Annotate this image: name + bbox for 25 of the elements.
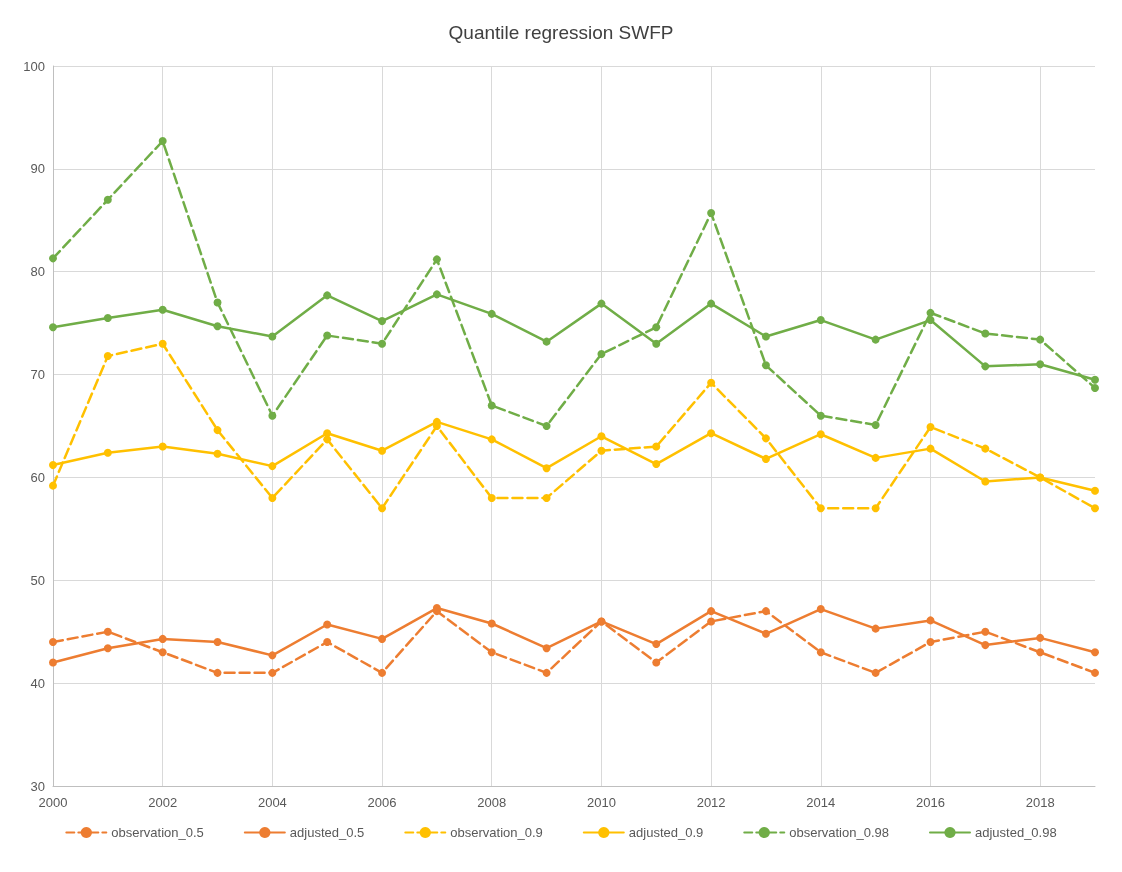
y-tick-label: 30 xyxy=(30,778,45,794)
legend-label: observation_0.5 xyxy=(111,825,204,840)
x-tick-label: 2010 xyxy=(586,795,616,810)
x-tick-label: 2018 xyxy=(1025,795,1055,810)
x-tick-label: 2002 xyxy=(148,795,178,810)
x-tick-label: 2012 xyxy=(696,795,726,810)
legend-label: adjusted_0.9 xyxy=(628,825,704,840)
x-tick-label: 2004 xyxy=(257,795,287,810)
legend-label: observation_0.98 xyxy=(789,825,889,840)
x-tick-label: 2008 xyxy=(477,795,507,810)
y-tick-label: 50 xyxy=(30,572,45,588)
y-tick-label: 100 xyxy=(23,58,45,74)
y-tick-label: 90 xyxy=(30,161,45,177)
legend-label: observation_0.9 xyxy=(450,825,543,840)
chart-title: Quantile regression SWFP xyxy=(448,22,674,43)
legend-label: adjusted_0.98 xyxy=(974,825,1057,840)
y-tick-label: 80 xyxy=(30,264,45,280)
y-tick-label: 60 xyxy=(30,469,45,485)
y-tick-label: 40 xyxy=(30,675,45,691)
x-tick-label: 2006 xyxy=(367,795,397,810)
x-tick-label: 2000 xyxy=(38,795,68,810)
x-tick-label: 2014 xyxy=(806,795,836,810)
x-tick-label: 2016 xyxy=(916,795,945,810)
y-tick-label: 70 xyxy=(30,367,45,383)
legend-label: adjusted_0.5 xyxy=(289,825,365,840)
